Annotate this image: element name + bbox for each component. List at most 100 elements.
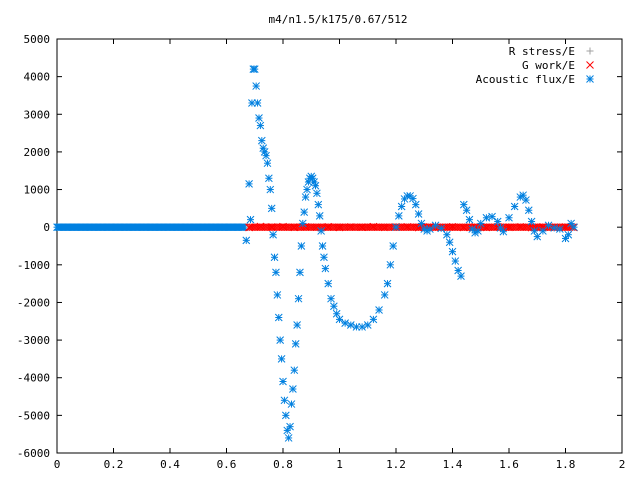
acoustic-flux-point — [294, 294, 303, 303]
acoustic-flux-point — [296, 268, 304, 277]
acoustic-flux-point — [303, 185, 311, 194]
acoustic-flux-point — [253, 99, 262, 107]
acoustic-flux-point — [298, 219, 307, 228]
acoustic-flux-point — [437, 224, 446, 233]
acoustic-flux-point — [273, 291, 282, 299]
acoustic-flux-point — [257, 136, 266, 145]
acoustic-flux-point — [293, 321, 301, 329]
acoustic-flux-point — [482, 213, 491, 222]
y-tick-label: -1000 — [17, 259, 50, 272]
acoustic-flux-point — [270, 253, 279, 262]
acoustic-flux-point — [369, 315, 378, 324]
acoustic-flux-point — [300, 208, 309, 216]
y-tick-label: 4000 — [24, 71, 51, 84]
acoustic-flux-point — [496, 224, 505, 232]
acoustic-flux-point — [445, 238, 454, 247]
x-tick-label: 1 — [336, 458, 343, 471]
legend-marker — [586, 61, 594, 69]
acoustic-flux-point — [279, 377, 287, 386]
acoustic-flux-point — [308, 174, 317, 183]
acoustic-flux-point — [409, 194, 417, 203]
acoustic-flux-point — [290, 366, 299, 375]
acoustic-flux-point — [280, 396, 289, 405]
acoustic-flux-point — [442, 230, 451, 239]
acoustic-flux-point — [327, 294, 335, 303]
x-tick-label: 0 — [54, 458, 61, 471]
x-tick-label: 1.4 — [443, 458, 463, 471]
acoustic-flux-point — [245, 180, 253, 188]
acoustic-flux-point — [256, 121, 265, 130]
acoustic-flux-point — [287, 400, 296, 408]
acoustic-flux-point — [389, 242, 398, 250]
acoustic-flux-point — [510, 202, 519, 211]
acoustic-flux-point — [286, 422, 294, 431]
acoustic-flux-point — [383, 279, 392, 288]
y-tick-label: -2000 — [17, 296, 50, 309]
y-tick-label: -5000 — [17, 409, 50, 422]
y-tick-label: 2000 — [24, 146, 51, 159]
acoustic-flux-point — [465, 215, 474, 224]
acoustic-flux-point — [255, 114, 263, 122]
acoustic-flux-point — [457, 272, 465, 280]
acoustic-flux-point — [324, 279, 333, 288]
acoustic-flux-point — [317, 227, 325, 235]
acoustic-flux-point — [474, 227, 482, 235]
acoustic-flux-point — [274, 313, 283, 322]
plot-frame — [56, 38, 623, 454]
acoustic-flux-point — [277, 355, 286, 363]
acoustic-flux-point — [284, 434, 293, 442]
x-tick-label: 0.4 — [160, 458, 180, 471]
acoustic-flux-point — [281, 411, 290, 420]
acoustic-flux-point — [386, 260, 395, 269]
acoustic-flux-point — [564, 230, 573, 239]
acoustic-flux-point — [250, 65, 259, 73]
acoustic-flux-point — [267, 204, 276, 213]
acoustic-flux-point — [266, 185, 275, 194]
x-tick-label: 0.6 — [217, 458, 237, 471]
acoustic-flux-point — [246, 215, 255, 224]
x-tick-label: 1.6 — [499, 458, 519, 471]
acoustic-flux-point — [242, 236, 251, 245]
acoustic-flux-point — [397, 202, 406, 211]
acoustic-flux-point — [411, 200, 420, 209]
y-tick-label: 0 — [43, 221, 50, 234]
data-series — [53, 65, 578, 442]
x-tick-label: 2 — [619, 458, 626, 471]
acoustic-flux-point — [522, 196, 530, 204]
acoustic-flux-point — [320, 253, 328, 262]
acoustic-flux-point — [291, 340, 300, 348]
acoustic-flux-point — [527, 217, 536, 226]
y-tick-label: 5000 — [24, 33, 51, 46]
acoustic-flux-point — [392, 223, 400, 232]
acoustic-flux-point — [314, 200, 323, 209]
y-tick-label: 1000 — [24, 184, 51, 197]
acoustic-flux-point — [262, 151, 270, 160]
acoustic-flux-point — [321, 264, 330, 273]
legend-label: R stress/E — [509, 45, 575, 58]
acoustic-flux-point — [380, 291, 389, 299]
acoustic-flux-point — [329, 302, 338, 311]
legend-marker — [586, 75, 594, 83]
x-tick-label: 1.2 — [386, 458, 406, 471]
acoustic-flux-point — [341, 319, 350, 328]
acoustic-flux-point — [488, 212, 496, 221]
acoustic-flux-point — [555, 225, 564, 233]
acoustic-flux-point — [263, 159, 272, 168]
acoustic-flux-point — [358, 323, 366, 331]
chart-title: m4/n1.5/k175/0.67/512 — [268, 13, 407, 26]
acoustic-flux-point — [311, 181, 320, 190]
acoustic-flux-point — [505, 213, 513, 222]
acoustic-flux-point — [265, 174, 273, 183]
acoustic-flux-point — [352, 323, 361, 331]
acoustic-flux-point — [252, 82, 261, 90]
acoustic-flux-point — [426, 225, 434, 233]
axes: 0 0.2 0.4 0.6 0.8 1 1.2 1.4 1.6 1.8 2 -6000 -5000 -40… — [17, 33, 625, 471]
acoustic-flux-point — [269, 230, 277, 239]
acoustic-flux-point — [524, 206, 533, 215]
acoustic-flux-point — [272, 268, 280, 277]
acoustic-flux-point — [414, 210, 423, 218]
acoustic-flux-point — [499, 227, 508, 236]
acoustic-flux-point — [313, 189, 321, 198]
x-tick-label: 0.2 — [104, 458, 124, 471]
